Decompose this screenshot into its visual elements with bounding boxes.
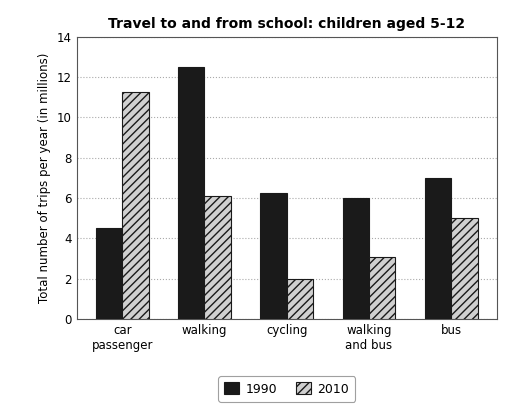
- Bar: [343, 198, 369, 319]
- Bar: [96, 228, 122, 319]
- Y-axis label: Total number of trips per year (in millions): Total number of trips per year (in milli…: [38, 53, 51, 303]
- Bar: [204, 196, 231, 319]
- Bar: [178, 67, 204, 319]
- Bar: [261, 193, 287, 319]
- Legend: 1990, 2010: 1990, 2010: [218, 376, 355, 402]
- Bar: [369, 256, 395, 319]
- Bar: [451, 218, 478, 319]
- Bar: [287, 279, 313, 319]
- Title: Travel to and from school: children aged 5-12: Travel to and from school: children aged…: [108, 18, 465, 31]
- Bar: [122, 92, 148, 319]
- Bar: [425, 178, 451, 319]
